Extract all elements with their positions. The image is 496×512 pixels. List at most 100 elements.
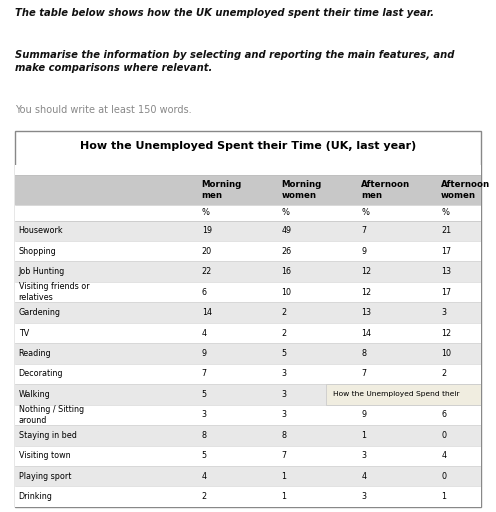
Text: Gardening: Gardening — [19, 308, 61, 317]
Text: %: % — [202, 208, 210, 218]
Text: 12: 12 — [362, 267, 372, 276]
Text: 12: 12 — [441, 329, 451, 337]
Text: Morning
women: Morning women — [282, 180, 322, 200]
Text: 1: 1 — [441, 492, 446, 501]
Text: Afternoon
women: Afternoon women — [441, 180, 491, 200]
Bar — [15, 323, 481, 343]
Text: Shopping: Shopping — [19, 247, 57, 255]
Text: Afternoon
men: Afternoon men — [362, 180, 411, 200]
Text: 0: 0 — [441, 431, 446, 440]
Text: Summarise the information by selecting and reporting the main features, and
make: Summarise the information by selecting a… — [15, 50, 454, 73]
Text: 20: 20 — [202, 247, 212, 255]
Text: 14: 14 — [362, 329, 372, 337]
Bar — [15, 175, 481, 205]
Bar — [15, 262, 481, 282]
Text: TV: TV — [19, 329, 29, 337]
Text: Drinking: Drinking — [19, 492, 53, 501]
Bar — [15, 205, 481, 221]
Text: 0: 0 — [441, 472, 446, 481]
Text: 1: 1 — [362, 431, 367, 440]
Text: 2: 2 — [441, 370, 446, 378]
Text: 9: 9 — [202, 349, 207, 358]
Bar — [15, 241, 481, 262]
Text: 3: 3 — [362, 451, 367, 460]
Bar — [15, 384, 481, 404]
Text: 2: 2 — [282, 308, 287, 317]
Text: 3: 3 — [441, 308, 446, 317]
Bar — [326, 384, 484, 404]
Text: %: % — [282, 208, 290, 218]
Text: 8: 8 — [362, 390, 367, 399]
Text: 49: 49 — [282, 226, 292, 235]
Text: 4: 4 — [202, 472, 207, 481]
Text: 3: 3 — [282, 390, 287, 399]
Text: %: % — [362, 208, 370, 218]
Text: 8: 8 — [202, 431, 207, 440]
Text: Visiting friends or
relatives: Visiting friends or relatives — [19, 283, 89, 302]
Text: 7: 7 — [362, 370, 367, 378]
Bar — [15, 425, 481, 445]
Text: 1: 1 — [282, 492, 287, 501]
Text: Walking: Walking — [19, 390, 51, 399]
Bar — [15, 486, 481, 507]
Text: 6: 6 — [202, 288, 207, 296]
Bar — [15, 466, 481, 486]
Text: 2: 2 — [282, 329, 287, 337]
Text: 9: 9 — [362, 410, 367, 419]
Text: Playing sport: Playing sport — [19, 472, 71, 481]
Text: Nothing / Sitting
around: Nothing / Sitting around — [19, 405, 84, 424]
Text: 3: 3 — [202, 410, 207, 419]
Text: Visiting town: Visiting town — [19, 451, 70, 460]
Text: 2: 2 — [202, 492, 207, 501]
Bar — [15, 221, 481, 241]
Text: 17: 17 — [441, 288, 451, 296]
Text: How the Unemployed Spent their Time (UK, last year): How the Unemployed Spent their Time (UK,… — [80, 141, 416, 151]
Text: Morning
men: Morning men — [202, 180, 242, 200]
Text: Staying in bed: Staying in bed — [19, 431, 76, 440]
Text: 5: 5 — [282, 349, 287, 358]
Text: 13: 13 — [441, 267, 451, 276]
Text: 4: 4 — [441, 451, 446, 460]
Text: 3: 3 — [282, 410, 287, 419]
Text: 10: 10 — [441, 349, 451, 358]
Text: 14: 14 — [202, 308, 212, 317]
Text: Reading: Reading — [19, 349, 51, 358]
Text: %: % — [441, 208, 449, 218]
Bar — [15, 165, 481, 175]
Text: 5: 5 — [202, 451, 207, 460]
Bar — [15, 364, 481, 384]
Text: 16: 16 — [282, 267, 292, 276]
Text: 10: 10 — [282, 288, 292, 296]
Bar — [15, 343, 481, 364]
Text: Housework: Housework — [19, 226, 63, 235]
Bar — [15, 302, 481, 323]
Text: 19: 19 — [202, 226, 212, 235]
Text: 17: 17 — [441, 247, 451, 255]
Bar — [15, 404, 481, 425]
Text: You should write at least 150 words.: You should write at least 150 words. — [15, 105, 191, 115]
Text: 5: 5 — [202, 390, 207, 399]
Text: Decorating: Decorating — [19, 370, 63, 378]
Text: Job Hunting: Job Hunting — [19, 267, 65, 276]
Text: 8: 8 — [282, 431, 287, 440]
Text: 7: 7 — [202, 370, 207, 378]
Bar — [15, 445, 481, 466]
Text: 3: 3 — [362, 492, 367, 501]
Text: 21: 21 — [441, 226, 451, 235]
Text: 7: 7 — [282, 451, 287, 460]
Bar — [15, 282, 481, 302]
Text: 4: 4 — [362, 472, 367, 481]
Text: 1: 1 — [282, 472, 287, 481]
Text: The table below shows how the UK unemployed spent their time last year.: The table below shows how the UK unemplo… — [15, 8, 434, 17]
Text: 12: 12 — [362, 288, 372, 296]
Text: 3: 3 — [282, 370, 287, 378]
Text: 22: 22 — [202, 267, 212, 276]
Text: 4: 4 — [202, 329, 207, 337]
Text: 7: 7 — [362, 226, 367, 235]
Text: 13: 13 — [362, 308, 372, 317]
Text: How the Unemployed Spend their: How the Unemployed Spend their — [333, 391, 460, 397]
Text: 26: 26 — [282, 247, 292, 255]
Text: 8: 8 — [362, 349, 367, 358]
Text: 9: 9 — [362, 247, 367, 255]
Text: 6: 6 — [441, 410, 446, 419]
